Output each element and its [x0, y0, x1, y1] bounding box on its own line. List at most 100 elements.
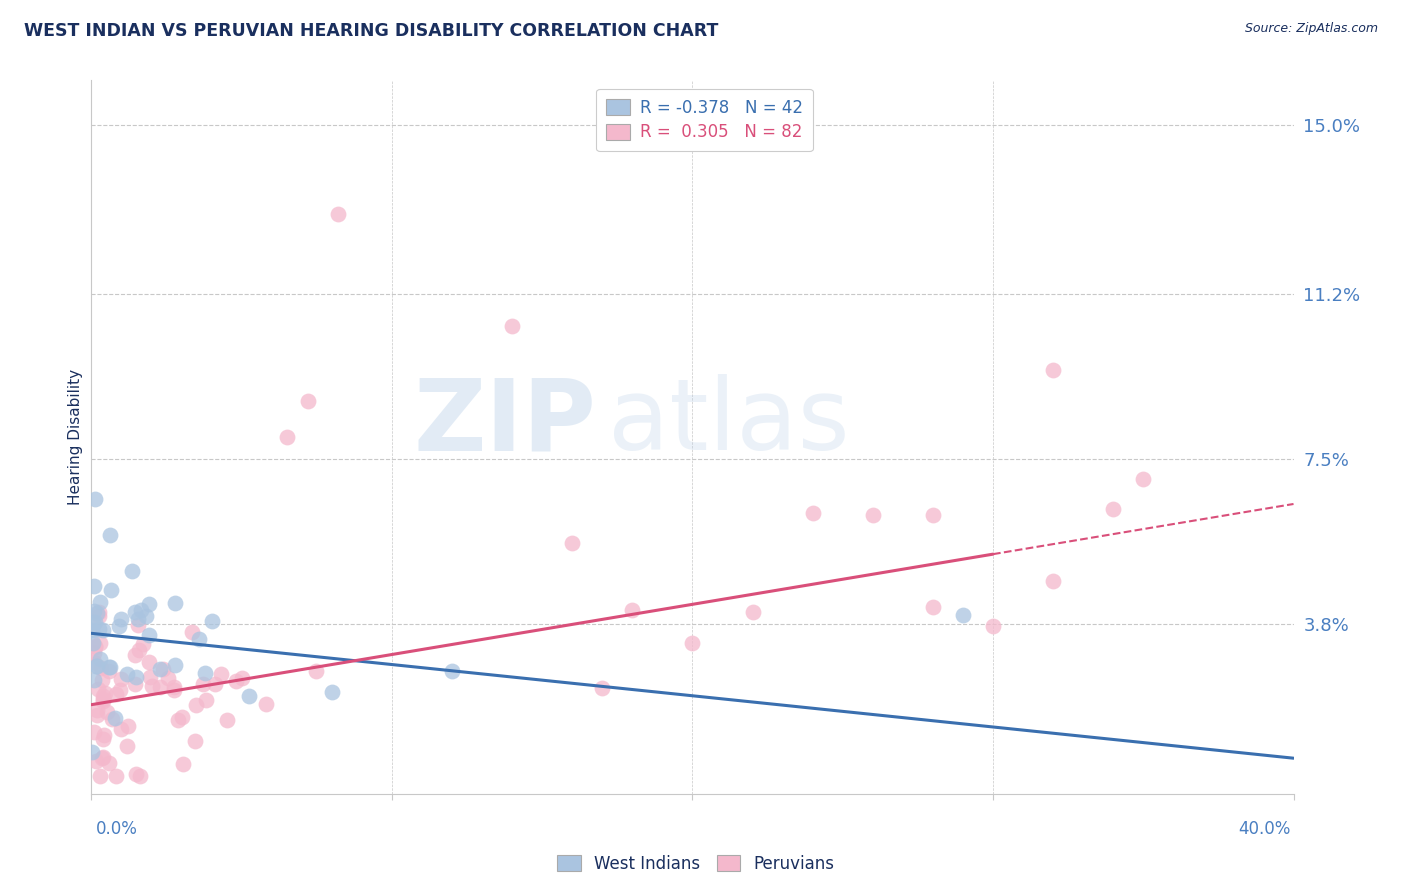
Point: [165, 658, 187, 673]
Point: [741, 605, 763, 619]
Point: [83, 604, 105, 618]
Point: [115, 739, 138, 753]
Point: [83, 492, 105, 507]
Legend: R = -0.378   N = 42, R =  0.305   N = 82: R = -0.378 N = 42, R = 0.305 N = 82: [596, 88, 813, 152]
Point: [90, 751, 112, 765]
Point: [149, 680, 172, 694]
Point: [128, 642, 150, 657]
Point: [98, 664, 121, 678]
Point: [86, 703, 108, 717]
Point: [91, 732, 114, 747]
Point: [138, 655, 160, 669]
Point: [621, 603, 644, 617]
Point: [90, 660, 112, 674]
Point: [152, 662, 174, 676]
Point: [108, 683, 131, 698]
Point: [84, 640, 107, 654]
Point: [204, 677, 226, 691]
Point: [82, 623, 104, 637]
Point: [952, 607, 974, 622]
Point: [326, 207, 349, 221]
Point: [801, 506, 824, 520]
Point: [96, 705, 118, 719]
Point: [184, 733, 207, 747]
Text: 0.0%: 0.0%: [96, 820, 138, 838]
Point: [91, 692, 114, 706]
Point: [209, 666, 232, 681]
Point: [115, 666, 138, 681]
Point: [321, 685, 343, 699]
Point: [215, 713, 238, 727]
Point: [86, 681, 108, 696]
Point: [82, 745, 104, 759]
Point: [93, 727, 115, 741]
Point: [110, 722, 132, 736]
Point: [184, 698, 207, 713]
Point: [138, 671, 160, 685]
Point: [981, 618, 1004, 632]
Point: [231, 671, 253, 685]
Point: [1102, 502, 1125, 516]
Point: [181, 625, 204, 640]
Point: [86, 658, 108, 673]
Point: [138, 628, 160, 642]
Point: [124, 605, 146, 619]
Point: [91, 750, 114, 764]
Point: [90, 673, 112, 688]
Point: [83, 579, 105, 593]
Point: [86, 707, 108, 722]
Point: [83, 655, 105, 669]
Point: [125, 670, 148, 684]
Point: [104, 769, 127, 783]
Point: [127, 612, 149, 626]
Point: [170, 710, 193, 724]
Point: [238, 689, 260, 703]
Point: [91, 689, 114, 703]
Point: [83, 725, 105, 739]
Point: [162, 682, 184, 697]
Point: [191, 677, 214, 691]
Point: [297, 394, 319, 409]
Point: [1042, 363, 1064, 377]
Point: [141, 680, 163, 694]
Point: [98, 756, 121, 771]
Point: [104, 687, 127, 701]
Point: [132, 637, 155, 651]
Point: [89, 609, 111, 624]
Point: [110, 672, 132, 686]
Point: [104, 710, 127, 724]
Point: [100, 583, 122, 598]
Point: [84, 754, 107, 768]
Point: [305, 664, 328, 678]
Text: 40.0%: 40.0%: [1239, 820, 1291, 838]
Point: [125, 766, 148, 780]
Legend: West Indians, Peruvians: West Indians, Peruvians: [551, 848, 841, 880]
Point: [1042, 574, 1064, 588]
Point: [87, 622, 110, 636]
Point: [124, 648, 146, 663]
Point: [157, 671, 180, 685]
Point: [89, 769, 111, 783]
Point: [167, 713, 190, 727]
Text: Source: ZipAtlas.com: Source: ZipAtlas.com: [1244, 22, 1378, 36]
Point: [84, 615, 107, 629]
Point: [591, 681, 613, 695]
Point: [121, 564, 143, 578]
Text: ZIP: ZIP: [413, 375, 596, 471]
Point: [87, 605, 110, 619]
Point: [862, 508, 884, 522]
Text: atlas: atlas: [609, 375, 851, 471]
Y-axis label: Hearing Disability: Hearing Disability: [67, 369, 83, 505]
Point: [201, 615, 224, 629]
Point: [501, 318, 523, 333]
Point: [172, 756, 194, 771]
Point: [163, 596, 186, 610]
Point: [82, 636, 104, 650]
Point: [1132, 472, 1154, 486]
Point: [117, 719, 139, 733]
Point: [94, 686, 117, 700]
Point: [82, 615, 104, 629]
Point: [98, 528, 121, 542]
Point: [254, 697, 277, 711]
Point: [188, 632, 211, 647]
